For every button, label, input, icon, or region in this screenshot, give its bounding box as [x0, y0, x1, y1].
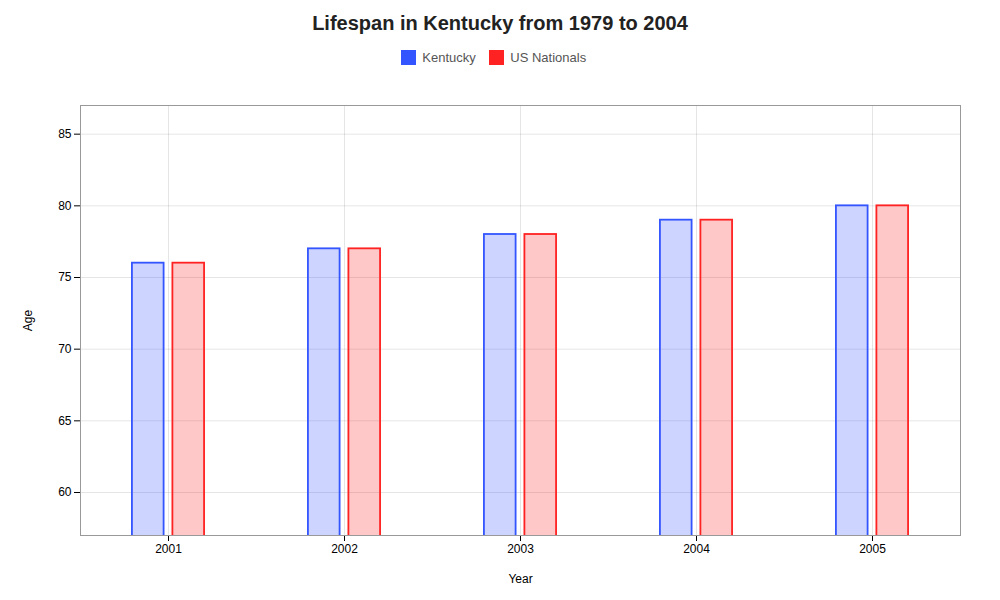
svg-text:2003: 2003 [507, 542, 534, 556]
svg-text:60: 60 [58, 485, 72, 499]
html-text:Kentucky: Kentucky [422, 50, 476, 65]
html-text:US Nationals: US Nationals [510, 50, 587, 65]
html-text:Lifespan in Kentucky from 1979: Lifespan in Kentucky from 1979 to 2004 [312, 12, 688, 34]
svg-text:65: 65 [58, 413, 72, 427]
svg-text:Year: Year [508, 571, 532, 585]
svg-text:75: 75 [58, 270, 72, 284]
svg-text:70: 70 [58, 342, 72, 356]
svg-text:2004: 2004 [683, 542, 710, 556]
svg-text:Age: Age [21, 309, 35, 331]
svg-text:2002: 2002 [331, 542, 358, 556]
svg-text:2005: 2005 [859, 542, 886, 556]
svg-text:85: 85 [58, 127, 72, 141]
svg-text:2001: 2001 [155, 542, 182, 556]
svg-text:80: 80 [58, 198, 72, 212]
